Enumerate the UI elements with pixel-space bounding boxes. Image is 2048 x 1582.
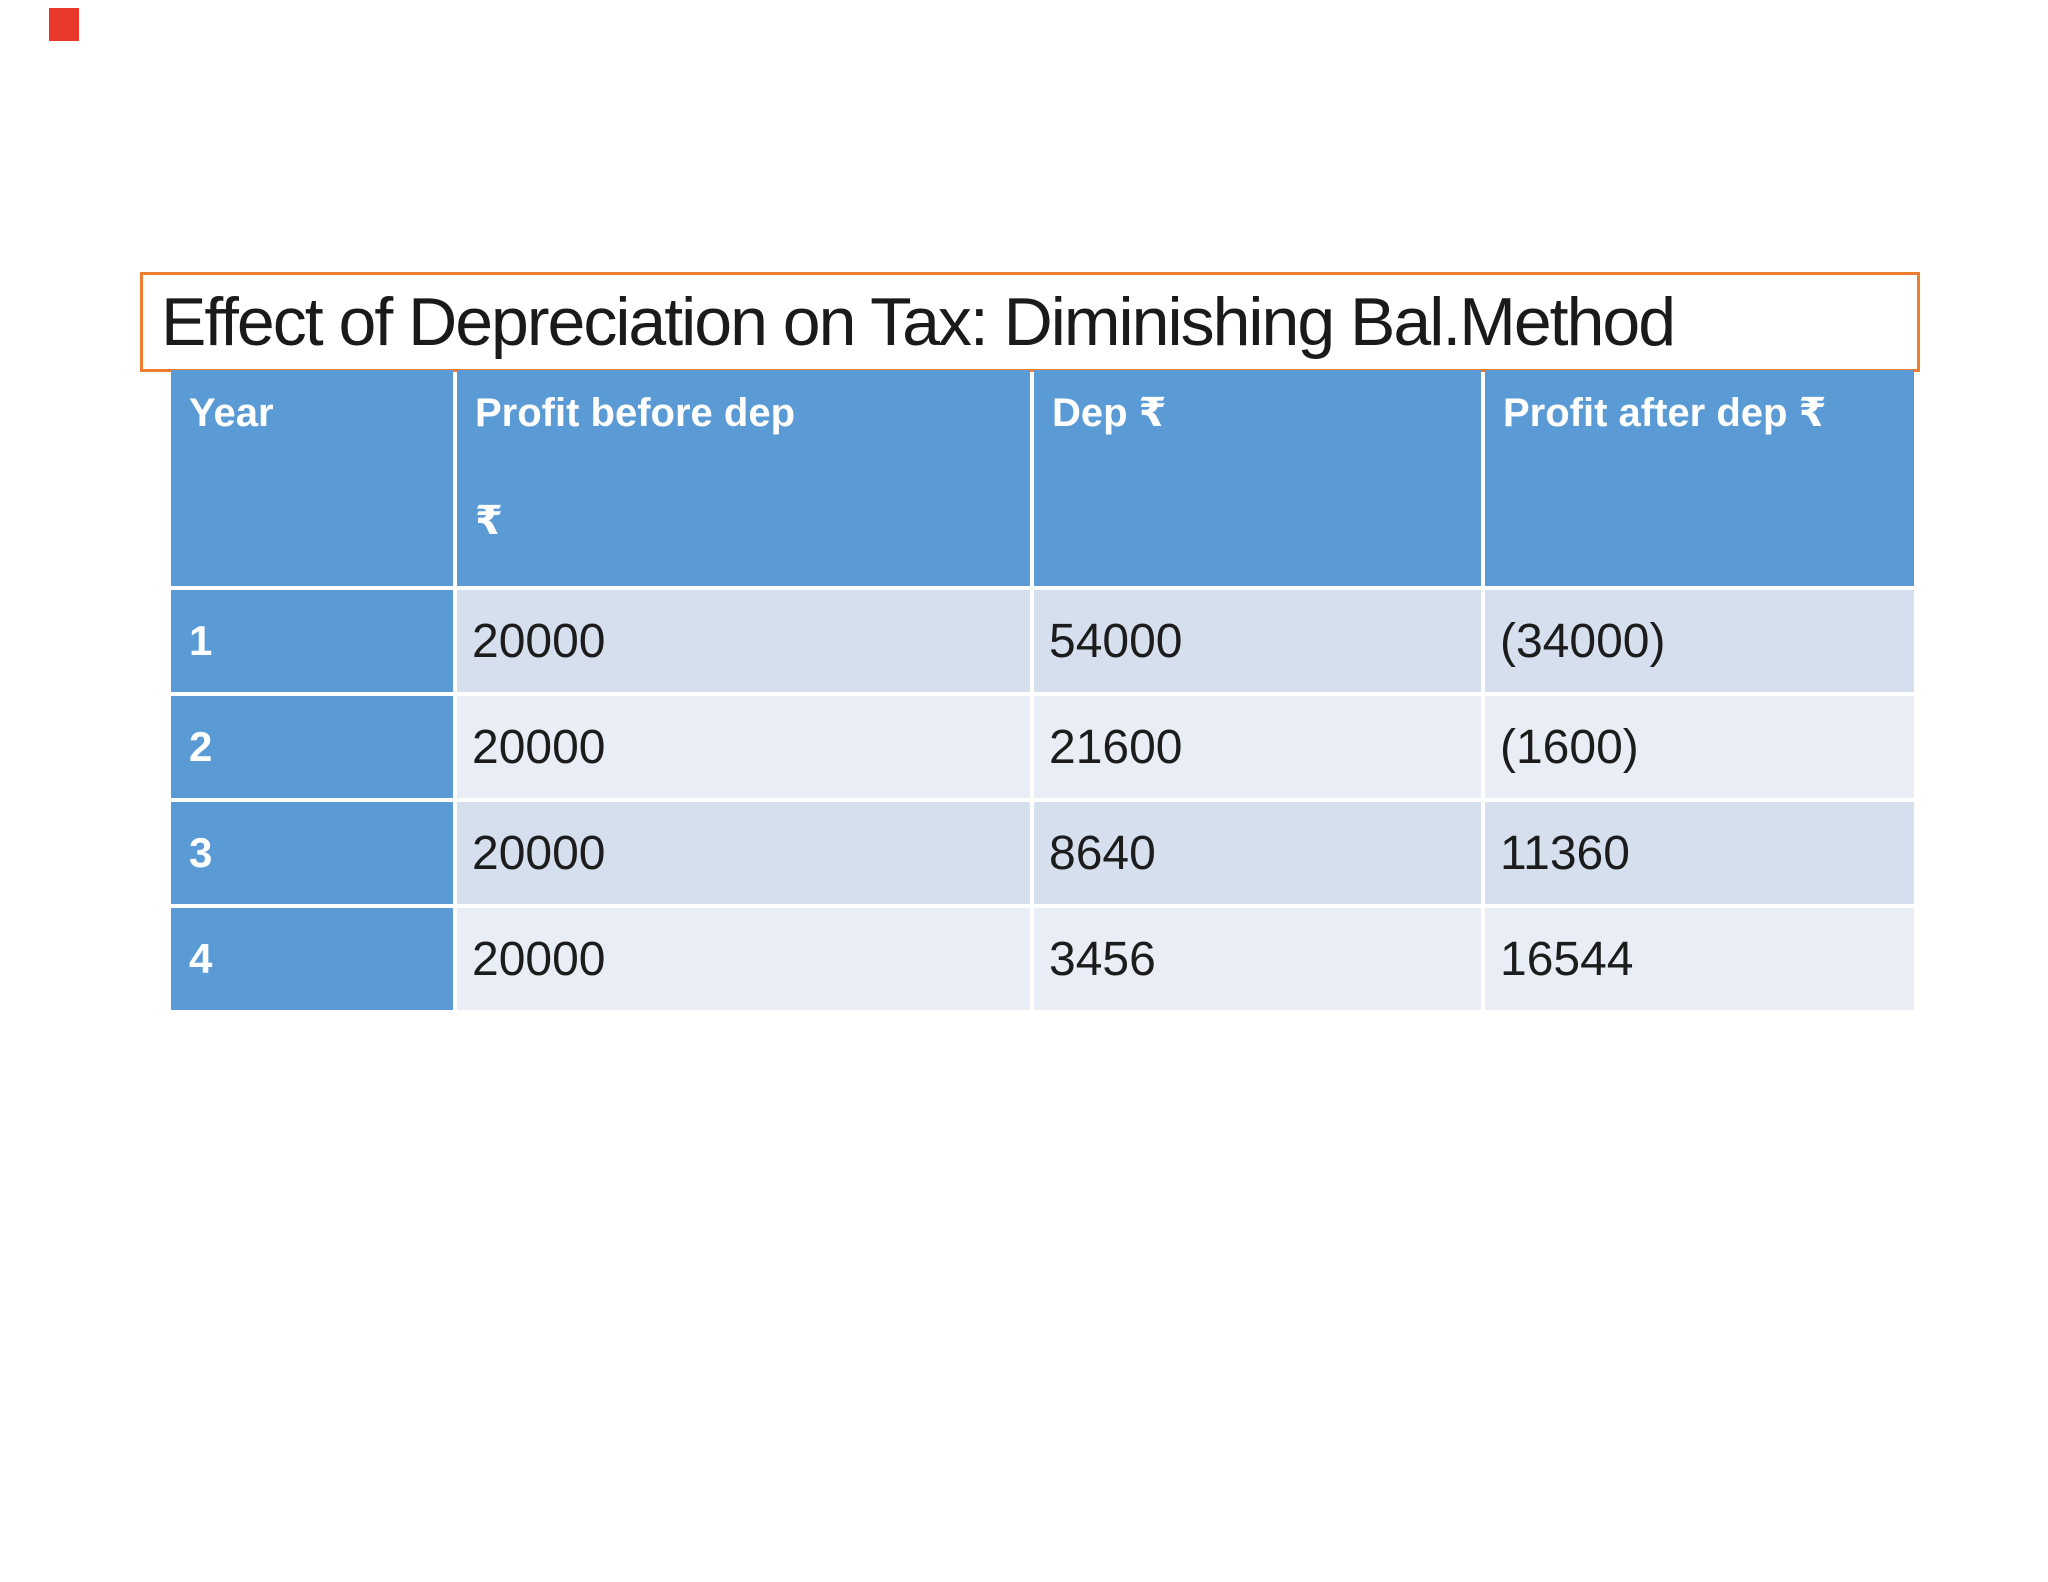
cell-dep-3: 8640 — [1034, 802, 1481, 904]
cell-profit-before-2: 20000 — [457, 696, 1030, 798]
header-label-profit-before-rupee: ₹ — [475, 499, 503, 543]
title-box: Effect of Depreciation on Tax: Diminishi… — [140, 272, 1920, 372]
cell-year-2: 2 — [171, 696, 453, 798]
header-label-dep: Dep ₹ — [1052, 391, 1167, 435]
cell-profit-after-2: (1600) — [1485, 696, 1914, 798]
cell-profit-before-4: 20000 — [457, 908, 1030, 1010]
cell-year-4: 4 — [171, 908, 453, 1010]
header-label-profit-after: Profit after dep ₹ — [1503, 391, 1827, 435]
header-label-year: Year — [189, 391, 274, 435]
header-cell-year: Year — [171, 370, 453, 586]
header-cell-dep: Dep ₹ — [1034, 370, 1481, 586]
red-marker — [49, 8, 79, 41]
cell-profit-after-4: 16544 — [1485, 908, 1914, 1010]
cell-dep-2: 21600 — [1034, 696, 1481, 798]
cell-dep-4: 3456 — [1034, 908, 1481, 1010]
header-cell-profit-after: Profit after dep ₹ — [1485, 370, 1914, 586]
cell-year-3: 3 — [171, 802, 453, 904]
cell-profit-before-1: 20000 — [457, 590, 1030, 692]
header-cell-profit-before: Profit before dep ₹ — [457, 370, 1030, 586]
depreciation-table: Year Profit before dep ₹ Dep ₹ Profit af… — [171, 370, 1914, 1010]
slide-title: Effect of Depreciation on Tax: Diminishi… — [161, 284, 1676, 360]
cell-profit-before-3: 20000 — [457, 802, 1030, 904]
cell-profit-after-1: (34000) — [1485, 590, 1914, 692]
header-label-profit-before: Profit before dep — [475, 391, 796, 435]
cell-dep-1: 54000 — [1034, 590, 1481, 692]
cell-profit-after-3: 11360 — [1485, 802, 1914, 904]
cell-year-1: 1 — [171, 590, 453, 692]
